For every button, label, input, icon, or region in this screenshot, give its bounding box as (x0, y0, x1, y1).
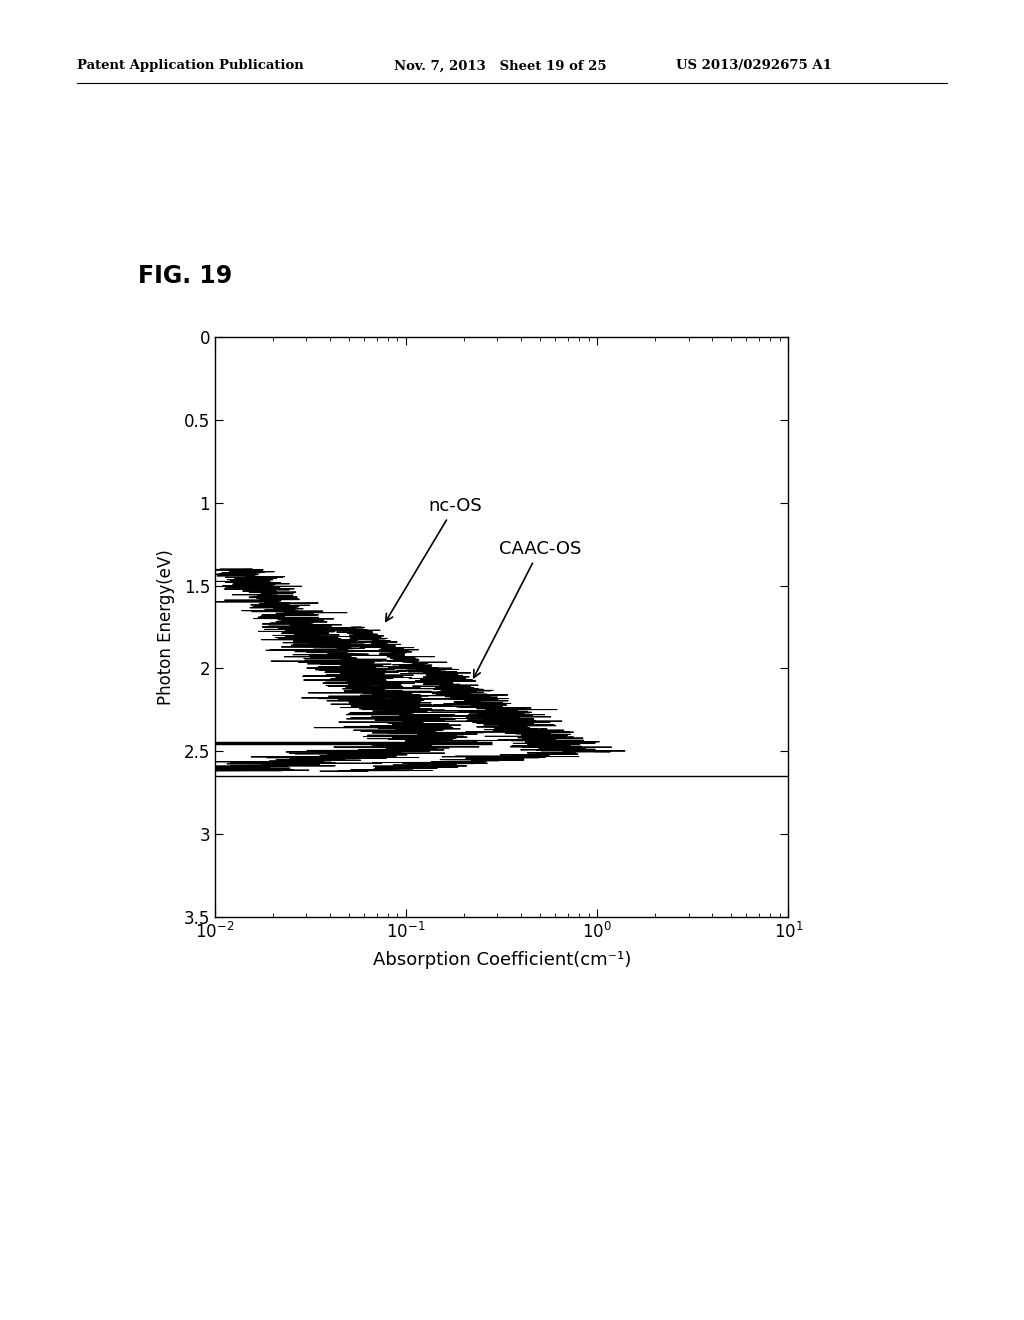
Text: CAAC-OS: CAAC-OS (474, 540, 581, 677)
X-axis label: Absorption Coefficient(cm⁻¹): Absorption Coefficient(cm⁻¹) (373, 950, 631, 969)
Text: FIG. 19: FIG. 19 (138, 264, 232, 288)
Text: US 2013/0292675 A1: US 2013/0292675 A1 (676, 59, 831, 73)
Text: Patent Application Publication: Patent Application Publication (77, 59, 303, 73)
Text: Nov. 7, 2013   Sheet 19 of 25: Nov. 7, 2013 Sheet 19 of 25 (394, 59, 607, 73)
Text: nc-OS: nc-OS (386, 496, 482, 622)
Y-axis label: Photon Energy(eV): Photon Energy(eV) (158, 549, 175, 705)
